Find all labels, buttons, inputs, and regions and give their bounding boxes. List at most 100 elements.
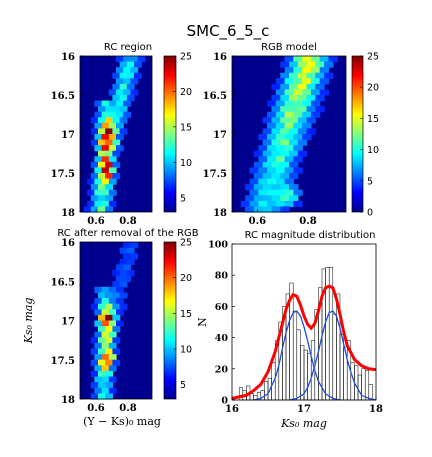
heatmap-cell: [105, 128, 113, 135]
heatmap-cell: [271, 139, 281, 146]
y-tick-label: 16.5: [51, 277, 75, 288]
heatmap-cell: [262, 173, 273, 180]
heatmap-cell: [90, 173, 99, 180]
heatmap-cell: [280, 161, 290, 169]
heatmap-cell: [98, 195, 106, 202]
heatmap-cell: [306, 106, 316, 113]
colorbar-tick-label: 5: [367, 176, 373, 187]
heatmap-cell: [105, 337, 113, 344]
heatmap-cell: [119, 72, 128, 79]
heatmap-cell: [123, 242, 131, 249]
heatmap-cell: [284, 189, 294, 196]
heatmap-cell: [94, 309, 103, 316]
heatmap-cell: [310, 111, 321, 118]
heatmap-cell: [105, 173, 113, 180]
heatmap-cell: [101, 145, 110, 152]
heatmap-cell: [302, 56, 312, 63]
heatmap-cell: [98, 173, 106, 180]
heatmap-cell: [289, 106, 299, 113]
heatmap-cell: [253, 161, 264, 169]
colorbar-tick-label: 10: [367, 145, 379, 156]
y-tick-label: 18: [61, 208, 75, 219]
heatmap-cell: [302, 67, 312, 74]
heatmap-cell: [249, 189, 259, 196]
heatmap-cell: [123, 56, 131, 63]
heatmap-cell: [302, 134, 312, 141]
heatmap-cell: [258, 200, 268, 208]
heatmap-cell: [275, 145, 286, 152]
heatmap-cell: [258, 167, 268, 174]
panel-title: RGB model: [261, 42, 317, 53]
heatmap-cell: [94, 320, 103, 327]
heatmap-cell: [90, 206, 99, 213]
heatmap-cell: [302, 100, 312, 107]
heatmap-cell: [275, 156, 286, 163]
heatmap-cell: [310, 100, 321, 107]
heatmap-cell: [275, 178, 286, 185]
x-tick-label: 0.8: [119, 403, 136, 414]
heatmap-cell: [289, 184, 299, 191]
heatmap-cell: [289, 173, 299, 180]
y-tick-label: 17: [61, 317, 75, 328]
heatmap-cell: [262, 161, 273, 169]
heatmap-cell: [271, 128, 281, 135]
heatmap-cell: [90, 184, 99, 191]
heatmap-cell: [105, 150, 113, 157]
heatmap-cell: [94, 100, 103, 107]
heatmap-cell: [284, 78, 294, 85]
heatmap-cell: [284, 156, 294, 163]
heatmap-cell: [280, 195, 290, 202]
heatmap-cell: [101, 122, 110, 130]
heatmap-cell: [101, 331, 110, 338]
x-tick-label: 0.8: [119, 216, 136, 227]
heatmap-cell: [328, 56, 338, 63]
heatmap-cell: [130, 242, 139, 249]
heatmap-cell: [108, 145, 117, 152]
heatmap-cell: [119, 292, 128, 299]
colorbar-tick-label: 25: [367, 52, 379, 63]
heatmap-cell: [108, 189, 117, 196]
heatmap-cell: [98, 139, 106, 146]
heatmap-cell: [90, 359, 99, 366]
heatmap-cell: [262, 117, 273, 124]
x-tick-label: 0.6: [249, 216, 266, 227]
heatmap-cell: [262, 206, 273, 213]
colorbar-tick-label: 5: [180, 193, 186, 204]
colorbar-tick-label: 25: [180, 52, 192, 63]
heatmap-cell: [119, 83, 128, 91]
heatmap-cell: [310, 78, 321, 85]
heatmap-cell: [130, 78, 139, 85]
heatmap-cell: [94, 354, 103, 361]
heatmap-cell: [123, 275, 131, 282]
heatmap-cell: [98, 382, 106, 389]
heatmap-cell: [105, 292, 113, 299]
colorbar-tick-label: 5: [180, 380, 186, 391]
heatmap-cell: [306, 128, 316, 135]
heatmap-cell: [293, 200, 303, 208]
heatmap-cell: [245, 206, 255, 213]
heatmap-cell: [94, 145, 103, 152]
heatmap-cell: [280, 83, 290, 91]
heatmap-cell: [293, 167, 303, 174]
heatmap-cell: [108, 167, 117, 174]
heatmap-cell: [108, 156, 117, 163]
colorbar-tick-label: 10: [180, 158, 192, 169]
heatmap-cell: [105, 393, 113, 400]
heatmap-cell: [302, 122, 312, 130]
heatmap-cell: [293, 145, 303, 152]
x-axis-label: (Y − Ks)₀ mag: [83, 415, 161, 428]
y-tick-label: 18: [61, 395, 75, 406]
heatmap-cell: [101, 387, 110, 394]
colorbar-tick-label: 15: [180, 309, 192, 320]
heatmap-cell: [94, 387, 103, 394]
heatmap-cell: [101, 354, 110, 361]
heatmap-cell: [94, 200, 103, 208]
heatmap-cell: [108, 309, 117, 316]
heatmap-cell: [275, 89, 286, 96]
heatmap-cell: [119, 61, 128, 68]
gaussian-component-2: [289, 310, 377, 401]
heatmap-cell: [87, 189, 95, 196]
heatmap-cell: [280, 95, 290, 102]
heatmap-cell: [284, 111, 294, 118]
heatmap-cell: [112, 359, 121, 366]
